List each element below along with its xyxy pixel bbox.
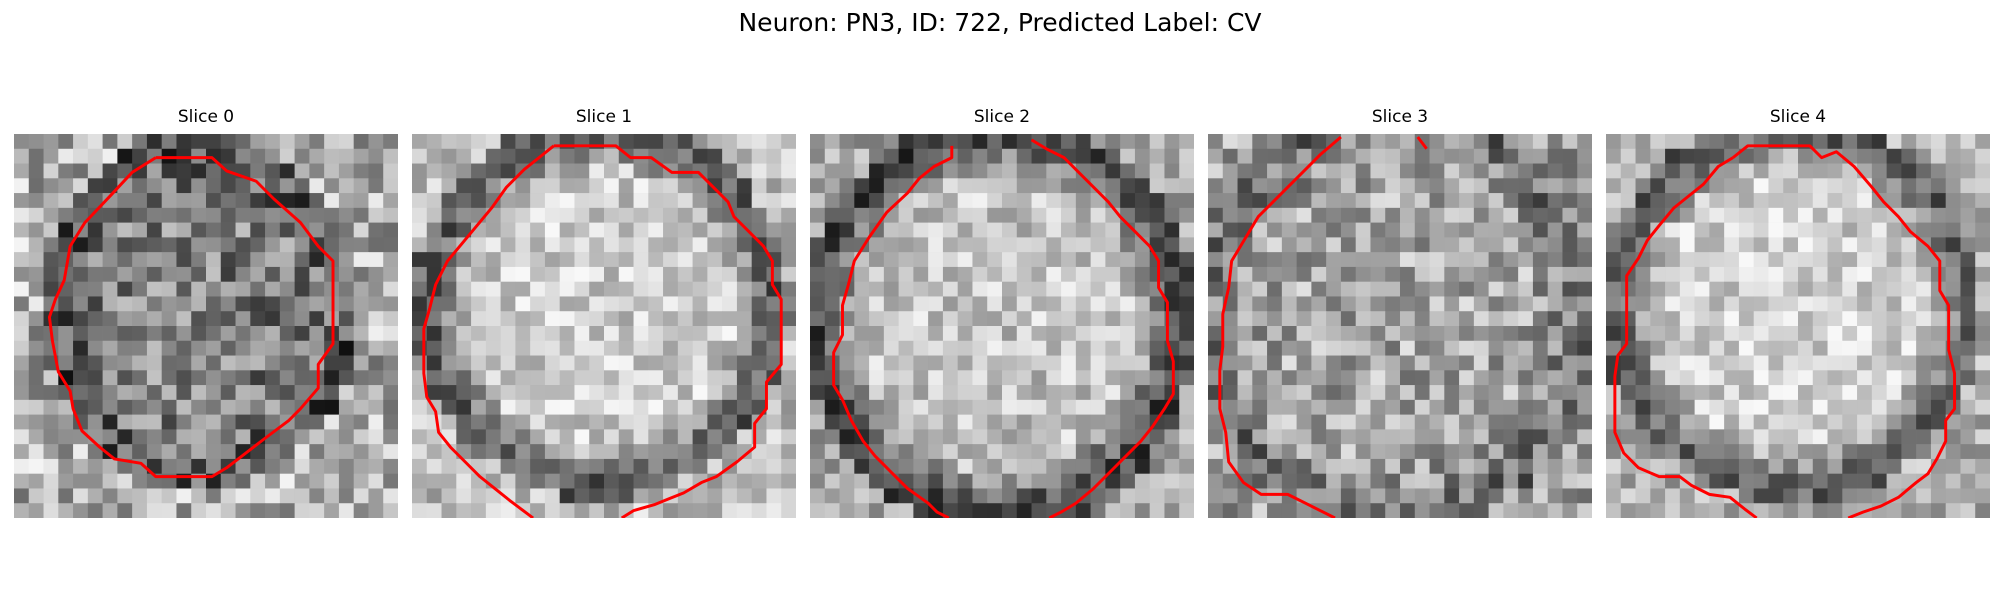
slice-title: Slice 0: [177, 107, 235, 127]
slice-panel-3: Slice 3: [1208, 106, 1592, 526]
slice-panel-1: Slice 1: [412, 106, 796, 526]
slice-image: [14, 134, 398, 518]
segmentation-contour: [47, 156, 335, 479]
segmentation-contour: [832, 145, 954, 518]
segmentation-contour: [553, 144, 783, 518]
slice-title: Slice 4: [1769, 107, 1827, 127]
segmentation-contour: [422, 144, 555, 518]
segmentation-contour: [1218, 135, 1342, 518]
slice-panel-4: Slice 4: [1606, 106, 1990, 526]
figure-title: Neuron: PN3, ID: 722, Predicted Label: C…: [738, 8, 1262, 37]
segmentation-contour: [1732, 144, 1957, 518]
segmentation-contour: [1613, 156, 1758, 518]
slice-image: [1606, 134, 1990, 518]
slice-title: Slice 1: [575, 107, 633, 127]
slice-image: [810, 134, 1194, 518]
slice-panel-2: Slice 2: [810, 106, 1194, 526]
slice-image: [1208, 134, 1592, 518]
slice-image: [412, 134, 796, 518]
slice-panel-0: Slice 0: [14, 106, 398, 526]
slice-title: Slice 3: [1371, 107, 1429, 127]
segmentation-contour: [1416, 136, 1428, 150]
segmentation-contour: [1030, 138, 1175, 518]
slice-title: Slice 2: [973, 107, 1031, 127]
